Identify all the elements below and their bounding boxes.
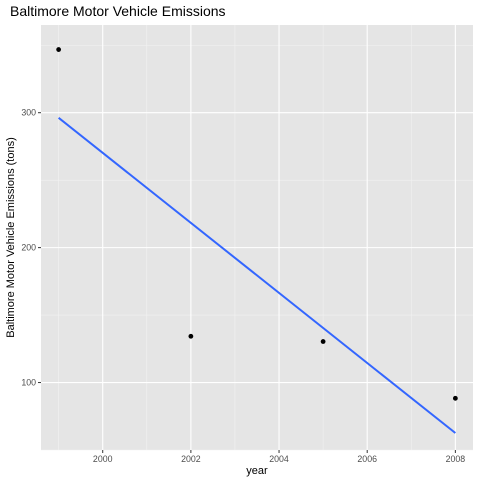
x-tick-label: 2006 [357,454,377,464]
x-tick-label: 2002 [181,454,201,464]
data-point [452,395,458,401]
data-point [188,333,194,339]
x-tick-label: 2004 [269,454,289,464]
chart-title: Baltimore Motor Vehicle Emissions [10,3,226,19]
x-tick-label: 2008 [446,454,466,464]
plot-panel [41,25,473,450]
x-axis-title: year [246,465,268,477]
x-axis-ticks: 2000 2002 2004 2006 2008 [93,450,465,464]
y-tick-label: 100 [21,378,36,388]
data-points [56,47,458,401]
minor-gridlines [41,25,473,451]
data-point [320,339,326,344]
y-tick-label: 200 [21,243,36,253]
y-tick-label: 300 [21,108,36,118]
data-point [56,47,62,52]
y-axis-title: Baltimore Motor Vehicle Emissions (tons) [5,137,17,338]
trend-line [58,117,456,434]
x-tick-label: 2000 [93,454,113,464]
y-axis-ticks: 100 200 300 [21,108,41,388]
major-gridlines [41,25,473,450]
